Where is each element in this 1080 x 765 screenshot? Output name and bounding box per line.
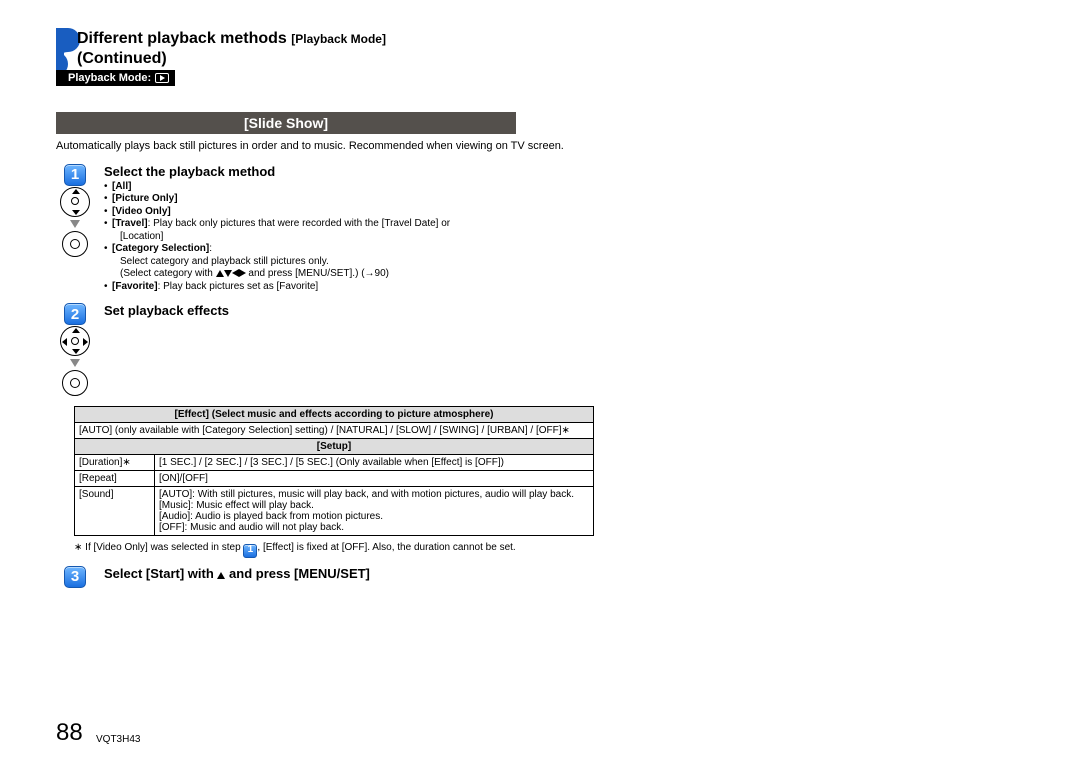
- step-1-bullets: •[All] •[Picture Only] •[Video Only] •[T…: [104, 181, 1024, 294]
- effects-table: [Effect] (Select music and effects accor…: [74, 406, 594, 536]
- playback-mode-bar: Playback Mode:: [56, 70, 175, 86]
- arrow-down-icon: [70, 359, 80, 367]
- dpad-all-icon: [60, 326, 90, 356]
- set-button-icon: [62, 370, 88, 396]
- arrow-down-icon: [70, 220, 80, 228]
- step-1-title: Select the playback method: [104, 164, 1024, 179]
- footnote: ∗ If [Video Only] was selected in step 1…: [74, 542, 594, 557]
- header-continued: (Continued): [77, 50, 167, 68]
- section-title: [Slide Show]: [56, 112, 516, 134]
- step-3: 3 Select [Start] with and press [MENU/SE…: [56, 566, 1024, 588]
- play-icon: [155, 73, 169, 83]
- step-2-badge: 2: [64, 303, 86, 325]
- step-1-badge: 1: [64, 164, 86, 186]
- dpad-up-down-icon: [60, 187, 90, 217]
- set-button-icon: [62, 231, 88, 257]
- step-3-badge: 3: [64, 566, 86, 588]
- step-1: 1 Select the playback method •[All] •[Pi…: [56, 164, 1024, 294]
- step-2-title: Set playback effects: [104, 303, 1024, 318]
- page-header: Different playback methods [Playback Mod…: [56, 28, 1024, 76]
- page-number: 88: [56, 719, 83, 747]
- intro-text: Automatically plays back still pictures …: [56, 140, 576, 154]
- step-2: 2 Set playback effects: [56, 303, 1024, 396]
- step-3-title: Select [Start] with and press [MENU/SET]: [104, 566, 1024, 581]
- page-code: VQT3H43: [96, 734, 140, 745]
- header-title: Different playback methods [Playback Mod…: [77, 30, 386, 48]
